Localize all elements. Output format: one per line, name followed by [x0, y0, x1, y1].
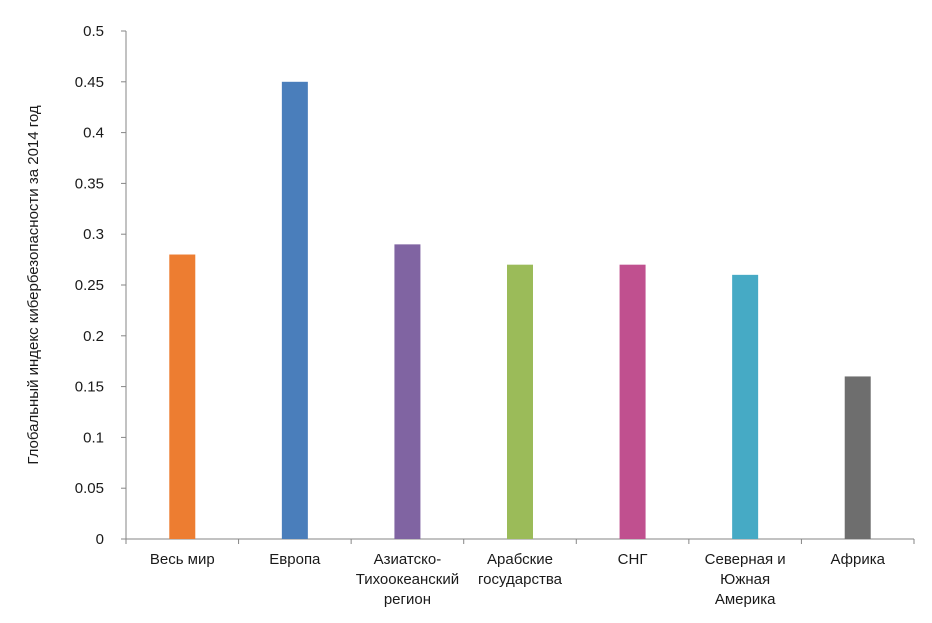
x-axis: Весь мир Европа Азиатско-Тихоокеанский реги… — [125, 538, 915, 608]
x-tick-label: Азиатско-Тихоокеанский регион — [356, 551, 459, 608]
bar — [507, 264, 533, 539]
bar — [169, 254, 196, 539]
bar — [281, 81, 308, 540]
bars — [169, 81, 871, 540]
y-axis-title: Глобальный индекс кибербезопасности за 2… — [25, 105, 42, 465]
y-tick-label: 0.35 — [75, 175, 104, 192]
x-tick-label: Арабские государства — [478, 551, 563, 588]
x-tick-label: Северная и Южная Америка — [705, 551, 786, 608]
bar — [619, 264, 646, 539]
y-tick-label: 0.3 — [83, 226, 104, 243]
y-tick-label: 0.5 — [83, 23, 104, 40]
bar — [732, 274, 759, 539]
y-tick-label: 0.2 — [83, 328, 104, 345]
bar — [844, 376, 871, 539]
y-tick-label: 0.45 — [75, 74, 104, 91]
bar — [394, 244, 421, 540]
y-tick-label: 0.25 — [75, 277, 104, 294]
y-tick-label: 0.05 — [75, 480, 104, 497]
x-tick-label: СНГ — [618, 551, 648, 568]
y-tick-label: 0.1 — [83, 429, 104, 446]
x-tick-label: Весь мир — [150, 551, 215, 568]
x-tick-label: Африка — [830, 551, 885, 568]
y-tick-label: 0.15 — [75, 379, 104, 396]
x-tick-label: Европа — [269, 551, 321, 568]
y-axis: 0 0.05 0.1 0.15 0.2 0.25 0.3 0.35 0.4 0.45 0.5 — [75, 23, 127, 548]
y-tick-label: 0 — [96, 531, 104, 548]
y-tick-label: 0.4 — [83, 125, 104, 142]
